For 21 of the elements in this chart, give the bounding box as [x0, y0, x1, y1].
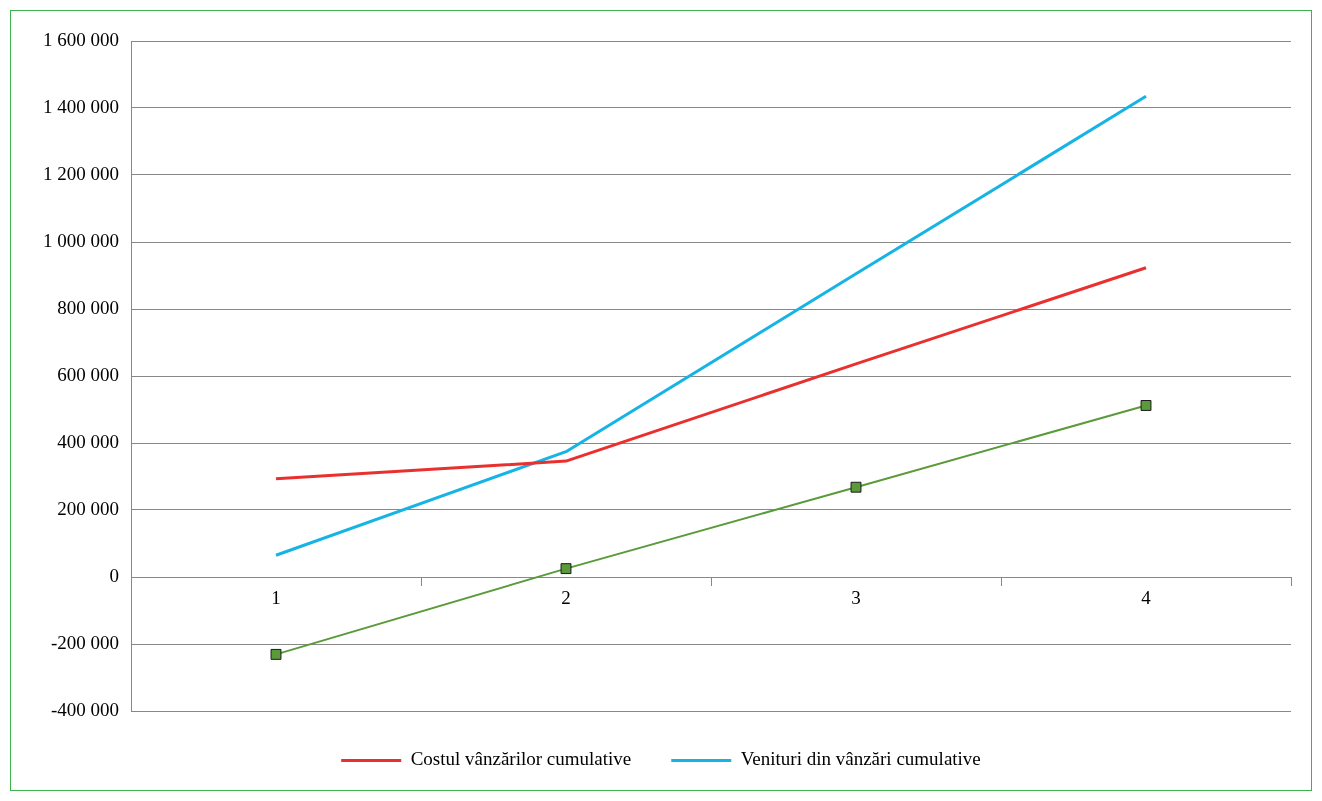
y-tick-label: 200 000 — [57, 497, 119, 519]
y-tick-label: 600 000 — [57, 363, 119, 385]
y-tick-label: -200 000 — [50, 631, 119, 653]
legend-label: Costul vânzărilor cumulative — [410, 748, 632, 770]
y-tick-label: 800 000 — [57, 296, 119, 318]
x-tick-label: 3 — [851, 587, 861, 609]
y-tick-label: 400 000 — [57, 430, 119, 452]
point — [850, 481, 862, 493]
y-tick-label: 1 600 000 — [43, 28, 119, 50]
y-tick-label: 1 400 000 — [43, 95, 119, 117]
point — [270, 648, 282, 660]
point — [560, 563, 572, 575]
point — [1140, 400, 1152, 411]
y-tick-label: 1 200 000 — [43, 162, 119, 184]
x-tick-label: 1 — [271, 587, 281, 609]
x-tick-label: 2 — [561, 587, 571, 609]
y-tick-label: 0 — [109, 564, 119, 586]
legend-label: Venituri din vânzări cumulative — [740, 748, 981, 770]
x-tick-label: 4 — [1141, 587, 1152, 609]
y-tick-label: -400 000 — [50, 698, 119, 720]
y-tick-label: 1 000 000 — [43, 229, 119, 251]
